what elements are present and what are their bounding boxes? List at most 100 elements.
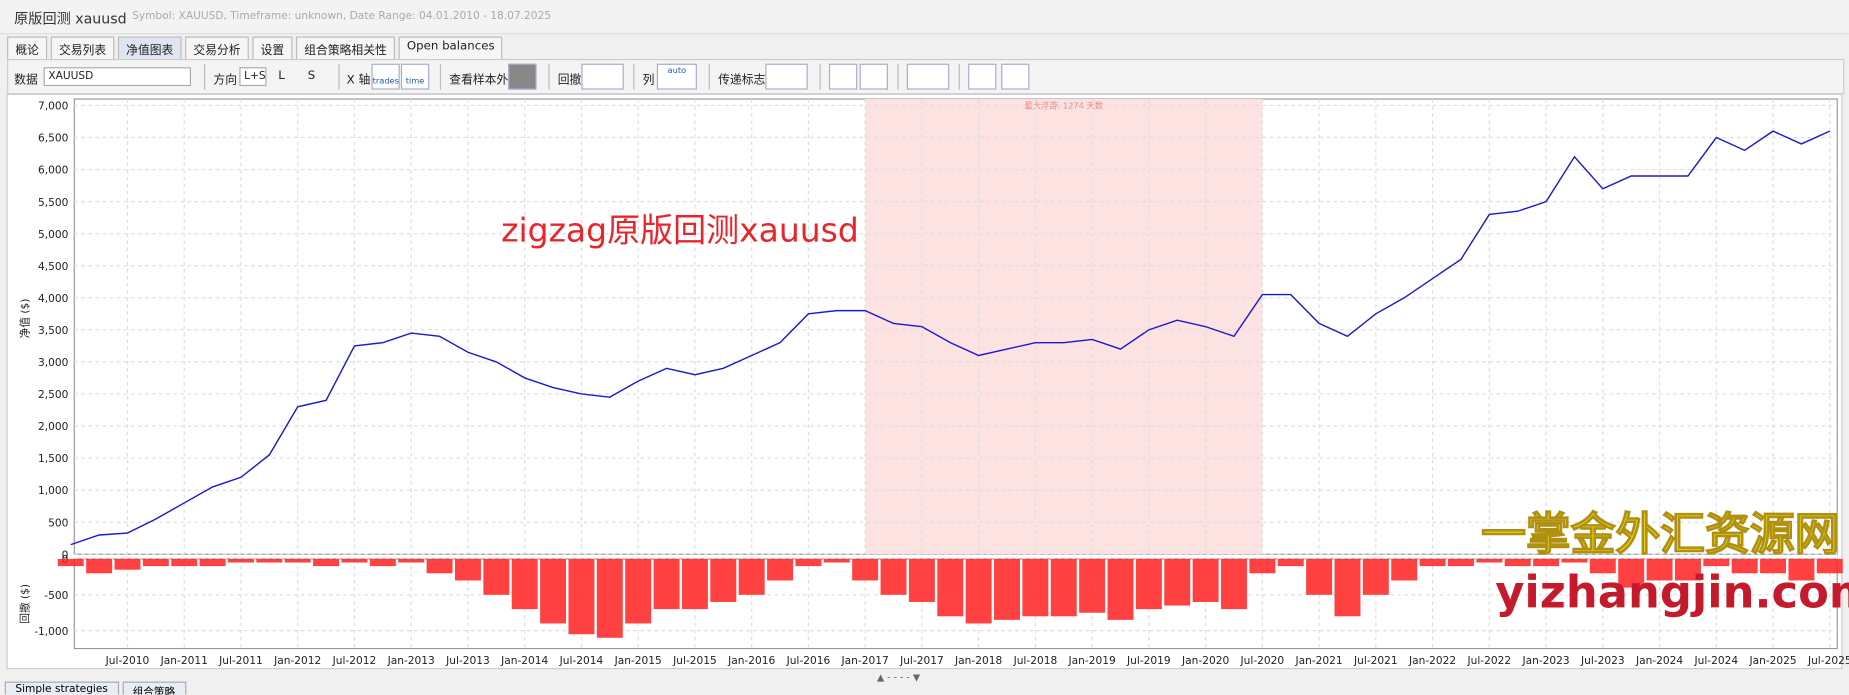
markers-button[interactable]	[765, 63, 808, 90]
tab[interactable]: 交易列表	[50, 36, 115, 62]
x-axis-button[interactable]: trades	[371, 63, 400, 90]
watermark: 一掌金外汇资源网	[1481, 508, 1839, 561]
tab[interactable]: 设置	[252, 36, 293, 62]
drawdown-bar	[228, 558, 254, 563]
y-tick-label: 0	[62, 548, 69, 561]
drawdown-bar	[1079, 558, 1106, 613]
drawdown-bar	[171, 558, 198, 567]
x-tick-label: Jul-2012	[332, 654, 377, 667]
drawdown-bar	[313, 558, 340, 567]
tab[interactable]: Simple strategies	[4, 681, 119, 695]
drawdown-bar	[398, 558, 425, 563]
shaded-range	[865, 99, 1263, 555]
x-tick-label: Jul-2018	[1013, 654, 1058, 667]
x-tick-label: Jul-2014	[559, 654, 604, 667]
direction-button[interactable]: L+S	[239, 67, 267, 87]
oos-button[interactable]	[508, 63, 537, 90]
x-tick-label: Jan-2012	[273, 654, 321, 667]
drawdown-bar	[1646, 558, 1673, 581]
bottom-tabs: Simple strategies 组合策略	[4, 681, 186, 695]
separator	[548, 63, 550, 90]
shade-label: 最大浮游: 1274 天数	[1024, 100, 1103, 110]
y-tick-label: 7,000	[38, 100, 69, 113]
toolbar: 数据 XAUUSD 方向 L+S L S X 轴 trades time 查看样…	[7, 58, 1845, 95]
x-tick-label: Jan-2017	[841, 654, 889, 667]
symbol-select[interactable]: XAUUSD	[43, 67, 192, 87]
separator	[204, 63, 206, 90]
drawdown-bar	[1022, 558, 1049, 617]
tab[interactable]: 组合策略	[122, 681, 186, 695]
separator	[633, 63, 635, 90]
chart-button[interactable]	[968, 63, 997, 90]
drawdown-bar	[1221, 558, 1247, 610]
drawdown-bar	[540, 558, 567, 624]
drawdown-bar	[1674, 558, 1701, 581]
direction-button[interactable]: S	[307, 69, 316, 83]
x-tick-label: Jan-2023	[1521, 654, 1569, 667]
separator	[708, 63, 710, 90]
separator	[338, 63, 340, 90]
drawdown-bar	[1788, 558, 1815, 581]
y-tick-label: 2,500	[38, 388, 69, 401]
drawdown-bar	[937, 558, 964, 617]
separator	[819, 63, 821, 90]
x-tick-label: Jul-2015	[672, 654, 717, 667]
x-tick-label: Jan-2018	[954, 654, 1002, 667]
label: 方向	[213, 74, 238, 88]
drawdown-bar	[1306, 558, 1333, 595]
chart-button[interactable]	[1001, 63, 1030, 90]
x-tick-label: Jul-2010	[105, 654, 150, 667]
x-tick-label: Jan-2020	[1181, 654, 1229, 667]
columns-button[interactable]: auto	[656, 63, 697, 90]
drawdown-bar	[1107, 558, 1134, 620]
window-title: 原版回测 xauusd	[14, 10, 127, 28]
drawdown-bar	[426, 558, 453, 574]
label: X 轴	[346, 74, 371, 88]
drawdown-bar	[1731, 558, 1758, 574]
drawdown-bar	[1249, 558, 1276, 574]
chart-button[interactable]	[906, 63, 950, 90]
drawdown-bar	[454, 558, 481, 581]
drawdown-bar	[57, 558, 84, 567]
drawdown-bar	[1334, 558, 1361, 617]
label: 查看样本外	[449, 74, 509, 88]
chart-button[interactable]	[859, 63, 888, 90]
drawdown-bar	[1816, 558, 1843, 574]
x-tick-label: Jul-2017	[899, 654, 944, 667]
x-tick-label: Jan-2025	[1748, 654, 1796, 667]
direction-button[interactable]: L	[278, 69, 285, 83]
equity-line	[70, 130, 1831, 546]
drawdown-bar	[142, 558, 169, 567]
y-tick-label: 500	[48, 516, 69, 529]
x-tick-label: Jan-2016	[727, 654, 775, 667]
tab[interactable]: 概论	[7, 36, 48, 62]
chart-button[interactable]	[828, 63, 858, 90]
splitter[interactable]: ▲ - - - - ▼	[877, 672, 921, 683]
x-tick-label: Jul-2022	[1467, 654, 1512, 667]
drawdown-bar	[1391, 558, 1418, 581]
drawdown-bar	[994, 558, 1020, 620]
separator	[439, 63, 442, 90]
drawdown-bar	[1504, 558, 1531, 567]
x-tick-label: Jan-2015	[614, 654, 662, 667]
drawdown-bar	[1618, 558, 1645, 588]
separator	[897, 63, 899, 90]
y-tick-label: 1,500	[38, 452, 69, 465]
x-tick-label: Jan-2013	[387, 654, 435, 667]
drawdown-button[interactable]	[581, 63, 624, 90]
tab[interactable]: 组合策略相关性	[295, 36, 396, 62]
tab[interactable]: 交易分析	[185, 36, 249, 62]
drawdown-bar	[1050, 558, 1077, 617]
drawdown-bar	[681, 558, 708, 610]
drawdown-bar	[369, 558, 396, 567]
drawdown-bar	[653, 558, 680, 610]
drawdown-bar	[1277, 558, 1304, 567]
x-axis-button[interactable]: time	[400, 63, 430, 90]
drawdown-bar	[1760, 558, 1787, 574]
label: 数据	[14, 74, 38, 88]
drawdown-bar	[625, 558, 652, 624]
drawdown-bar	[284, 558, 311, 563]
plot-frame	[73, 558, 1838, 650]
